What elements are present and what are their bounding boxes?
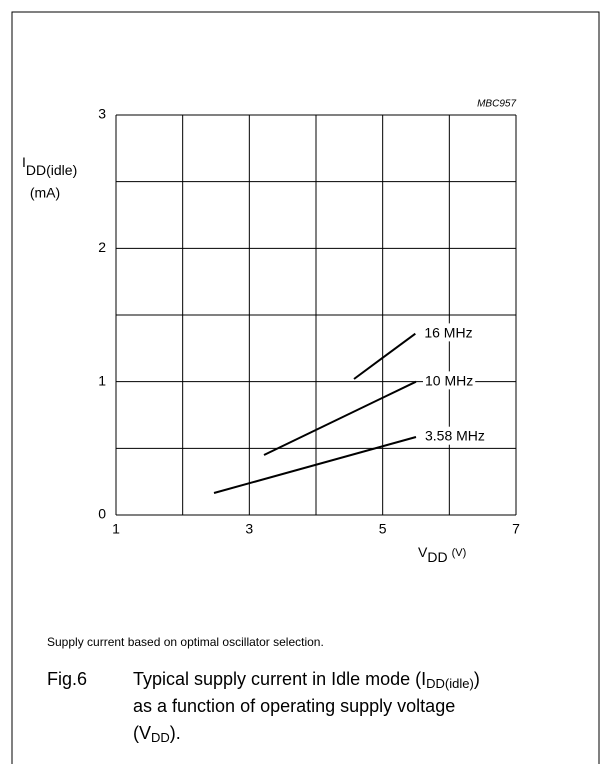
frame <box>11 11 600 764</box>
x-axis-label: VDD (V) <box>418 544 466 565</box>
note: Supply current based on optimal oscillat… <box>47 635 324 649</box>
y-axis-label: IDD(idle) <box>22 154 77 178</box>
y-tick-label: 3 <box>98 106 106 122</box>
y-tick-label: 1 <box>98 372 106 388</box>
caption-number: Fig.6 <box>47 669 87 689</box>
caption-text: (V <box>133 723 151 743</box>
caption-text: ). <box>170 723 181 743</box>
x-tick-label: 7 <box>512 521 520 537</box>
series-label-bg <box>423 426 487 445</box>
x-tick-label: 5 <box>379 521 387 537</box>
caption-text: ) <box>474 669 480 689</box>
caption-line: Typical supply current in Idle mode (IDD… <box>133 669 480 692</box>
caption-sub: DD(idle) <box>426 676 474 691</box>
series-label-bg <box>422 323 475 342</box>
series-line <box>353 332 416 380</box>
series-line <box>213 436 417 494</box>
caption-line: (VDD). <box>133 723 181 746</box>
x-axis-label-main: V <box>418 544 428 560</box>
figure-code: MBC957 <box>477 99 516 110</box>
x-axis-label-sub: DD <box>427 549 447 565</box>
caption-sub: DD <box>151 730 170 745</box>
y-tick-label: 2 <box>98 239 106 255</box>
series-line <box>263 380 417 456</box>
series-label: 10 MHz <box>425 372 473 388</box>
y-tick-label: 0 <box>98 506 106 522</box>
caption-line: as a function of operating supply voltag… <box>133 696 455 716</box>
x-tick-label: 1 <box>112 521 120 537</box>
caption-text: Typical supply current in Idle mode (I <box>133 669 426 689</box>
y-axis-label-sub: DD(idle) <box>26 162 77 178</box>
y-axis-unit: (mA) <box>30 185 60 201</box>
x-tick-label: 3 <box>245 521 253 537</box>
series-label-bg <box>423 371 476 390</box>
y-axis-label-main: I <box>22 154 26 170</box>
series-label: 3.58 MHz <box>425 428 485 444</box>
x-axis-unit: (V) <box>452 547 467 559</box>
series-label: 16 MHz <box>424 324 472 340</box>
